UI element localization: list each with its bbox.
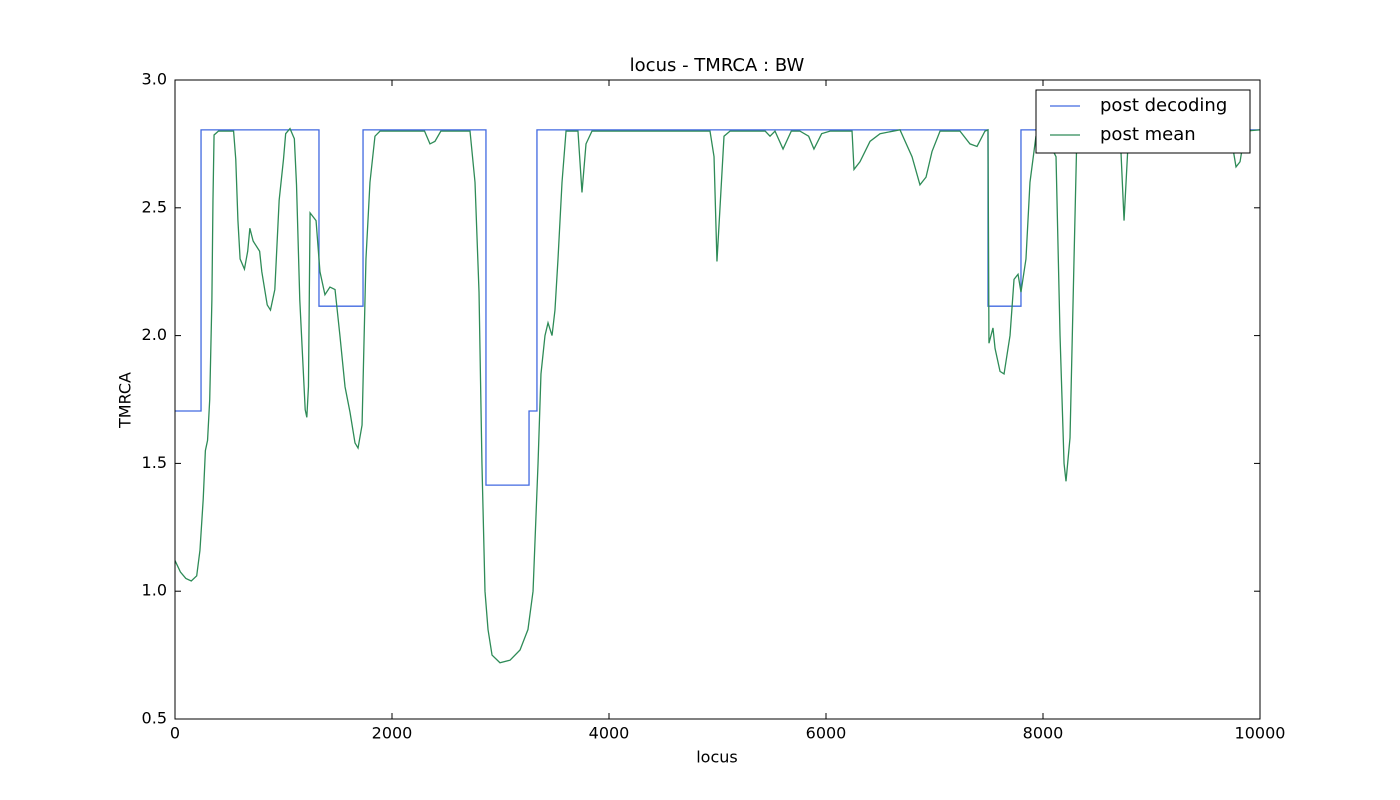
y-tick-label: 3.0 [142, 70, 167, 89]
legend-label: post mean [1100, 124, 1196, 145]
plot-frame [174, 79, 1261, 720]
x-tick-label: 10000 [1235, 724, 1286, 743]
series-line [175, 127, 1260, 664]
y-tick-label: 0.5 [142, 709, 167, 728]
y-axis-label: TMRCA [116, 372, 135, 429]
chart-title: locus - TMRCA : BW [630, 55, 805, 76]
y-tick-label: 1.0 [142, 581, 167, 600]
legend-box [1035, 89, 1251, 154]
series-line [175, 129, 1260, 486]
legend-label: post decoding [1100, 95, 1227, 116]
x-tick-label: 0 [170, 724, 180, 743]
y-tick-label: 2.5 [142, 197, 167, 216]
x-axis-label: locus [696, 748, 738, 767]
x-tick-label: 4000 [589, 724, 630, 743]
y-tick-label: 1.5 [142, 453, 167, 472]
x-tick-label: 6000 [806, 724, 847, 743]
y-tick-label: 2.0 [142, 325, 167, 344]
x-tick-label: 2000 [372, 724, 413, 743]
x-tick-label: 8000 [1023, 724, 1064, 743]
